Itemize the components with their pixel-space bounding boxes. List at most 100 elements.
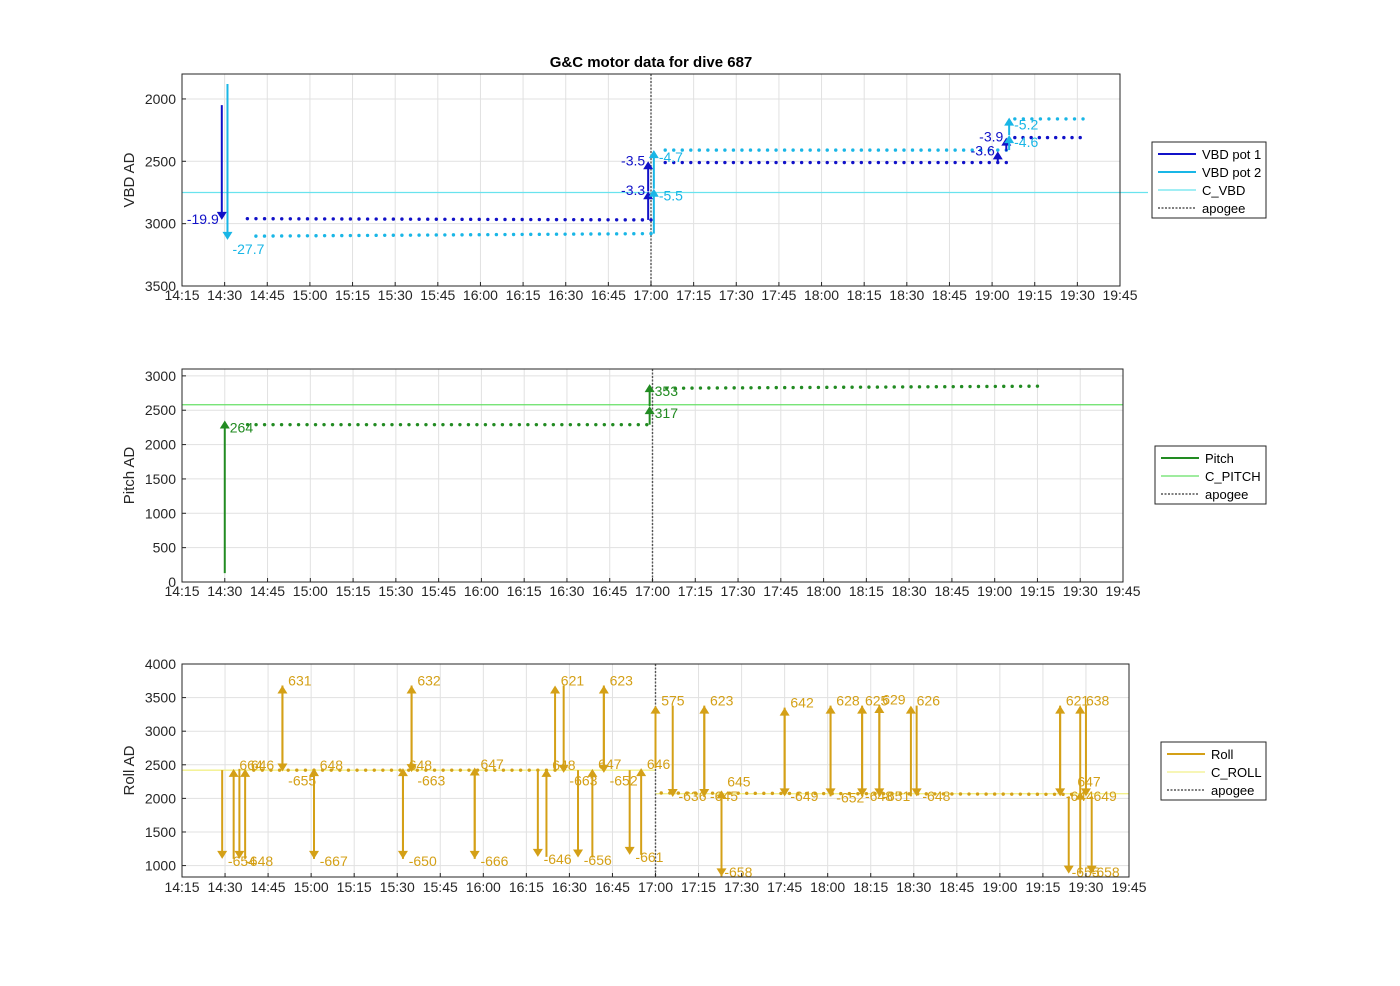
data-point [1002, 384, 1006, 389]
arrow: -652 [825, 705, 865, 805]
arrow: -663 [406, 685, 446, 789]
x-tick-label: 15:00 [293, 583, 328, 599]
arrow-label: -649 [1089, 788, 1117, 804]
data-point [443, 233, 447, 237]
data-point [934, 385, 939, 389]
legend-entry: Roll [1211, 747, 1234, 762]
arrow: -652 [598, 685, 638, 789]
data-point [322, 233, 327, 238]
data-point [348, 217, 353, 221]
x-tick-label: 18:00 [804, 287, 839, 303]
arrow-label: 623 [710, 693, 734, 709]
arrow-head [1075, 791, 1086, 800]
y-tick-label: 4000 [145, 656, 176, 672]
arrow: 648 [397, 757, 432, 859]
data-point [779, 791, 783, 796]
arrow: 626 [905, 693, 940, 797]
legend-entry: C_ROLL [1211, 765, 1262, 780]
data-point [1010, 384, 1014, 389]
x-tick-label: 19:30 [1068, 879, 1103, 895]
x-tick-label: 16:45 [591, 287, 626, 303]
data-point [909, 385, 913, 389]
grid [181, 74, 1121, 287]
arrow: -3.3 [621, 182, 654, 220]
y-tick-label: 1500 [145, 471, 176, 487]
data-point [757, 160, 761, 165]
arrow-head [779, 788, 790, 797]
arrow-label: -648 [922, 788, 950, 804]
data-point [1062, 135, 1066, 140]
arrow-label: 621 [1066, 693, 1090, 709]
legend-entry: VBD pot 2 [1202, 165, 1261, 180]
x-tick-label: 17:45 [767, 879, 802, 895]
data-point [933, 792, 937, 796]
data-point [1052, 792, 1057, 796]
x-tick-label: 17:15 [676, 287, 711, 303]
data-point [424, 768, 428, 772]
data-point [340, 217, 344, 221]
data-point [279, 422, 284, 427]
data-point [917, 385, 922, 389]
data-point [924, 792, 928, 796]
arrow-head [699, 789, 710, 798]
data-point [804, 791, 809, 796]
arrow-head [667, 789, 678, 798]
data-point [254, 234, 258, 238]
arrow-head [1004, 135, 1015, 144]
data-point [1021, 135, 1025, 140]
x-tick-label: 15:15 [336, 583, 371, 599]
data-point [280, 217, 284, 221]
data-point [467, 768, 471, 772]
data-point [543, 422, 547, 427]
y-tick-label: 2000 [145, 91, 176, 107]
data-point [927, 148, 932, 152]
arrow: -656 [573, 770, 612, 868]
arrows: 264 317 353 [219, 383, 678, 574]
data-point [400, 233, 404, 237]
data-point [475, 422, 479, 427]
data-point [329, 768, 333, 772]
arrow-label: -652 [836, 789, 864, 805]
x-tick-label: 14:15 [164, 879, 199, 895]
data-point [288, 234, 292, 238]
data-point [910, 160, 915, 165]
data-point [363, 768, 368, 772]
data-point [690, 386, 694, 390]
x-tick-label: 17:00 [635, 583, 670, 599]
arrow-label: -651 [882, 788, 910, 804]
data-point [825, 385, 829, 390]
data-point [884, 385, 888, 389]
data-point [893, 148, 898, 152]
arrow-label: -4.6 [1014, 134, 1038, 150]
data-point [511, 232, 516, 237]
data-point [714, 148, 719, 152]
x-tick-label: 18:45 [939, 879, 974, 895]
data-point [842, 148, 846, 152]
data-point [676, 791, 681, 795]
data-point [503, 232, 507, 237]
arrow-head [648, 188, 659, 197]
x-tick-label: 17:30 [719, 287, 754, 303]
data-point [509, 422, 513, 427]
x-tick-label: 16:30 [549, 583, 584, 599]
data-point [425, 233, 430, 237]
y-axis-label: VBD AD [121, 152, 138, 207]
data-point [432, 768, 437, 772]
arrow-label: 642 [790, 695, 814, 711]
data-point [1081, 117, 1085, 121]
y-tick-label: 2000 [145, 790, 176, 806]
data-point [808, 385, 812, 390]
x-tick-label: 17:45 [763, 583, 798, 599]
data-point [560, 422, 564, 427]
data-point [910, 148, 915, 152]
arrow-label: -658 [724, 864, 752, 880]
data-point [271, 234, 275, 238]
data-point [740, 148, 744, 152]
data-point [357, 217, 361, 221]
arrow: -5.2 [1004, 117, 1038, 136]
arrow-label: 648 [320, 757, 344, 773]
data-point [665, 386, 669, 390]
data-point [571, 232, 576, 236]
arrow-label: -646 [544, 851, 572, 867]
